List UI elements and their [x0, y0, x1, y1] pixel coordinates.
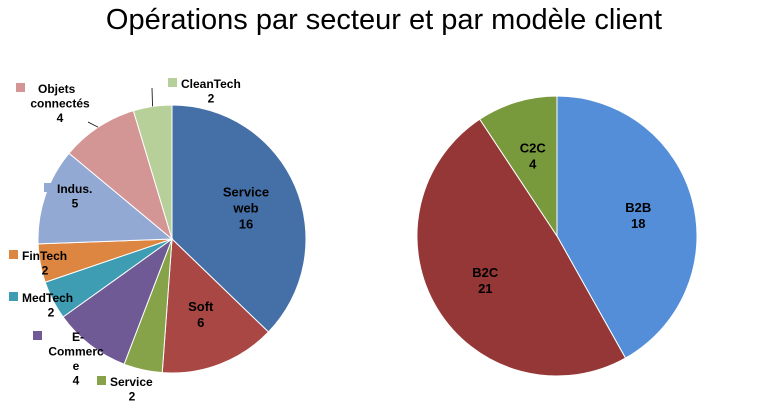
slice-label-e-commerce: E-Commerc e 4 — [48, 330, 104, 388]
client-model-pie: B2B 18 B2C 21 C2C 4 — [416, 95, 698, 377]
slice-label-medtech: MedTech 2 — [22, 291, 73, 320]
slice-label-c2c: C2C 4 — [520, 141, 547, 172]
legend-key-objets-connectes — [16, 83, 25, 92]
legend-key-cleantech — [168, 78, 177, 87]
leader-line-objets-connectes — [87, 121, 99, 128]
pie-slice-objets-connectes — [68, 110, 173, 241]
slice-label-b2c: B2C 21 — [472, 265, 499, 296]
pie-slice-service-web — [171, 104, 307, 333]
slice-label-soft: Soft 6 — [188, 299, 214, 330]
chart-title: Opérations par secteur et par modèle cli… — [105, 4, 663, 36]
pie-slice-b2b — [556, 95, 698, 359]
legend-key-e-commerce — [33, 331, 42, 340]
slice-label-service: Service 2 — [110, 375, 153, 404]
legend-key-indus — [44, 183, 53, 192]
slice-label-service-web: Service web 16 — [223, 185, 269, 232]
slice-label-b2b: B2B 18 — [625, 200, 651, 231]
pie-slice-c2c — [479, 95, 558, 238]
legend-key-medtech — [9, 292, 18, 301]
pie-slice-indus — [37, 152, 174, 245]
sector-pie: Service web 16 Soft 6 Service 2E-Commerc e 4 MedT… — [9, 77, 307, 404]
slice-label-cleantech: CleanTech 2 — [181, 77, 241, 106]
slice-label-indus: Indus. 5 — [57, 182, 92, 211]
pie-slice-e-commerce — [62, 237, 174, 365]
legend-key-fintech — [9, 250, 18, 259]
slice-label-fintech: FinTech 2 — [22, 249, 67, 278]
legend-key-service — [97, 376, 106, 385]
pie-slice-cleantech — [132, 104, 173, 240]
slice-label-objets-connectes: Objets connectés 4 — [30, 82, 90, 125]
pie-slice-b2c — [416, 118, 627, 377]
leader-line-cleantech — [151, 87, 153, 107]
pie-slice-soft — [161, 237, 270, 374]
